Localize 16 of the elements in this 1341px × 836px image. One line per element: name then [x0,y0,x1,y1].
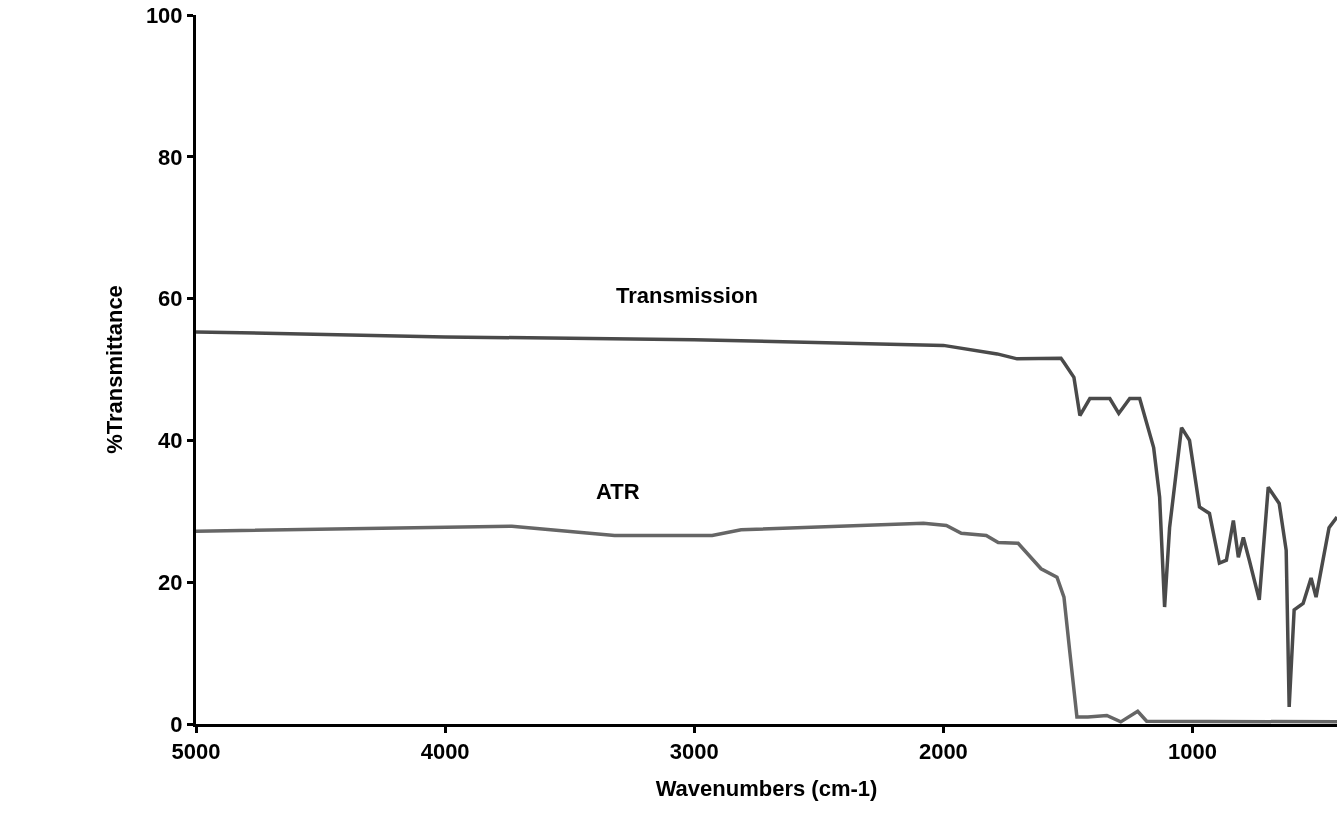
x-tick-label: 1000 [1168,739,1217,765]
x-tick-label: 2000 [918,739,968,765]
y-axis-title: %Transmittance [101,285,127,454]
y-tick-label: 0 [170,711,183,737]
series-label: Transmission [616,283,758,308]
y-tick-label: 60 [158,286,183,312]
y-tick-label: 100 [145,2,183,28]
x-tick-label: 5000 [171,739,221,765]
series-label: ATR [596,479,640,504]
x-tick-label: 4000 [420,739,470,765]
x-axis-title: Wavenumbers (cm-1) [655,776,878,802]
y-tick-label: 40 [158,428,183,454]
y-tick-label: 80 [158,144,183,170]
line-series [196,330,1337,709]
y-tick-label: 20 [158,569,183,595]
x-tick-label: 3000 [669,739,719,765]
